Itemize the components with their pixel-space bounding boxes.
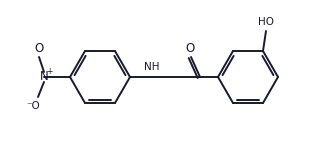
Text: O: O: [35, 42, 44, 55]
Text: O: O: [185, 42, 195, 55]
Text: ⁻O: ⁻O: [26, 101, 40, 111]
Text: +: +: [46, 66, 52, 75]
Text: NH: NH: [144, 62, 160, 72]
Text: N: N: [40, 71, 48, 84]
Text: HO: HO: [258, 17, 274, 27]
